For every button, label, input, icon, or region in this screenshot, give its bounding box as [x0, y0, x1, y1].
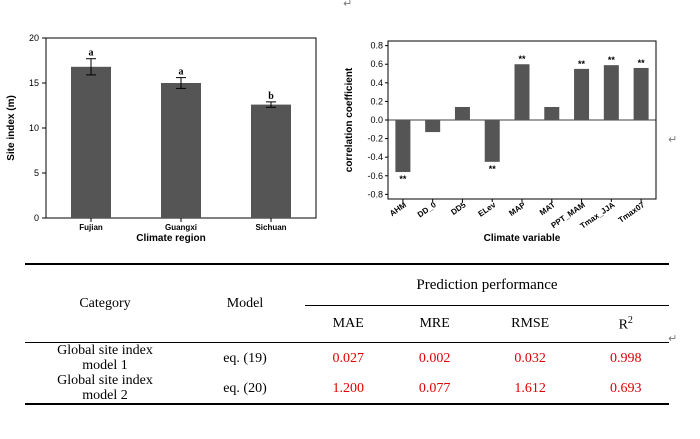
- y-tick-label: 0.8: [370, 41, 383, 51]
- header-r2: R2: [582, 305, 669, 343]
- correlation-bar-chart: -0.8 -0.6 -0.4 -0.2 0.0 0.2 0.4 0.6 0.8 ** AHM DD_0…: [344, 40, 657, 244]
- x-tick-label: DD_0: [416, 200, 438, 219]
- bar: [395, 120, 411, 173]
- x-tick-label: DD5: [449, 200, 468, 217]
- row-r2: 0.693: [609, 380, 642, 396]
- significance-letter: a: [89, 48, 94, 59]
- y-tick-label: 0: [34, 213, 39, 223]
- bar: [71, 66, 111, 218]
- significance-mark: **: [578, 59, 586, 69]
- row-rmse: 0.032: [477, 342, 583, 373]
- row-r2: 0.998: [582, 342, 669, 373]
- y-tick-label: 20: [29, 33, 39, 43]
- y-tick-label: 10: [29, 123, 39, 133]
- bar: [251, 104, 291, 218]
- paragraph-mark-top: ↵: [343, 0, 353, 10]
- header-mre: MRE: [391, 305, 478, 343]
- bar: [633, 67, 649, 120]
- table-row: Global site index model 2 eq. (20) 1.200 …: [25, 373, 669, 404]
- x-tick-label: Fujian: [79, 223, 103, 232]
- x-tick-label: Tmax07: [617, 200, 647, 225]
- row-mae: 1.200: [332, 380, 364, 396]
- bar: [544, 106, 560, 120]
- significance-mark: **: [638, 58, 646, 68]
- paragraph-mark-table: ↵: [668, 332, 678, 345]
- significance-mark: **: [518, 54, 526, 64]
- row-mre: 0.077: [418, 380, 451, 396]
- significance-mark: **: [608, 55, 616, 65]
- header-rmse: RMSE: [477, 305, 583, 343]
- y-tick-label: 0.0: [370, 115, 383, 125]
- header-prediction-performance: Prediction performance: [305, 264, 669, 306]
- x-tick-label: MAT: [538, 200, 557, 217]
- site-index-bar-chart: 0 5 10 15 20 a Fujian a Guangxi b Sichuan Climate r…: [6, 33, 317, 244]
- header-category: Category: [79, 295, 131, 311]
- y-tick-label: 0.2: [370, 96, 383, 106]
- significance-mark: **: [399, 174, 407, 184]
- x-tick-label: Sichuan: [255, 223, 286, 232]
- header-model: Model: [226, 295, 264, 311]
- y-tick-label: -0.4: [367, 152, 383, 162]
- y-axis-label: correlation coefficient: [344, 67, 355, 172]
- row-model: eq. (19): [185, 342, 305, 373]
- significance-mark: **: [489, 164, 497, 174]
- x-tick-label: MAP: [507, 200, 527, 218]
- bar: [603, 65, 619, 120]
- bar: [514, 64, 530, 120]
- row-mae: 0.027: [305, 342, 392, 373]
- bar: [454, 106, 470, 120]
- x-tick-label: Guangxi: [165, 223, 197, 232]
- y-tick-label: 5: [34, 168, 39, 178]
- bar: [574, 68, 590, 120]
- bar: [425, 120, 441, 133]
- y-tick-label: -0.6: [367, 171, 383, 181]
- x-axis-label: Climate region: [136, 233, 205, 244]
- y-tick-label: -0.2: [367, 134, 383, 144]
- significance-letter: a: [179, 67, 184, 78]
- table-row: Global site index model 1 eq. (19) 0.027 …: [25, 342, 669, 373]
- y-tick-label: -0.8: [367, 189, 383, 199]
- bar: [484, 120, 500, 162]
- y-tick-label: 15: [29, 78, 39, 88]
- x-axis-label: Climate variable: [484, 233, 561, 244]
- bar: [161, 83, 201, 218]
- header-mae: MAE: [305, 305, 392, 343]
- x-tick-label: AHM: [388, 200, 408, 218]
- prediction-performance-table: Category Model Prediction performance MA…: [25, 263, 669, 405]
- y-tick-label: 0.4: [370, 78, 383, 88]
- y-axis-label: Site index (m): [6, 95, 17, 161]
- y-tick-label: 0.6: [370, 59, 383, 69]
- row-category: Global site index model 1: [25, 342, 185, 373]
- row-model: eq. (20): [223, 380, 267, 396]
- row-category: Global site index model 2: [57, 373, 153, 403]
- x-tick-label: ELev: [477, 200, 498, 219]
- row-rmse: 1.612: [514, 380, 546, 396]
- paragraph-mark-right: ↵: [668, 133, 678, 146]
- row-mre: 0.002: [391, 342, 478, 373]
- significance-letter: b: [268, 91, 274, 102]
